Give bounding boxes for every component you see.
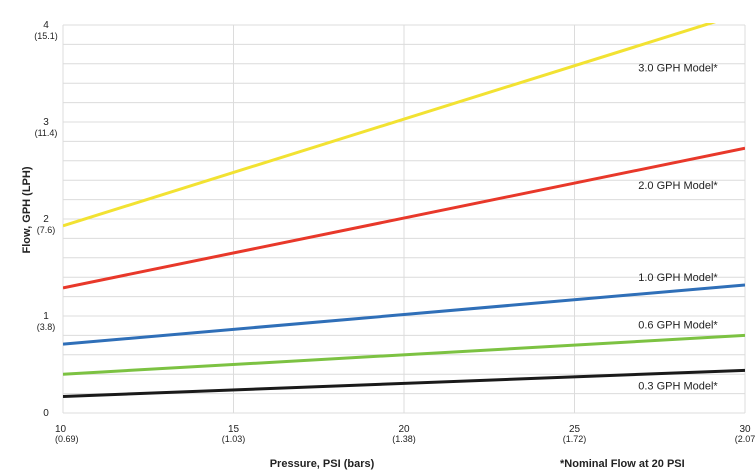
x-tick-sublabel: (1.72): [563, 434, 587, 444]
footnote: *Nominal Flow at 20 PSI: [560, 458, 685, 470]
y-axis: 0 1(3.8) 2(7.6) 3(11.4) 4(15.1): [34, 20, 58, 419]
x-tick-label: 10: [55, 424, 67, 435]
y-tick-label: 4: [43, 20, 49, 31]
series-labels: 3.0 GPH Model* 2.0 GPH Model* 1.0 GPH Mode…: [638, 63, 718, 393]
y-tick-label: 3: [43, 117, 49, 128]
series-line: [63, 23, 717, 228]
y-axis-title: Flow, GPH (LPH): [21, 166, 33, 253]
y-tick-label: 2: [43, 214, 49, 225]
x-tick-label: 20: [398, 424, 410, 435]
series-line: [63, 283, 745, 346]
series-label: 3.0 GPH Model*: [638, 63, 718, 75]
x-tick-label: 25: [569, 424, 581, 435]
grid-lines: [62, 24, 746, 414]
y-tick-label: 1: [43, 311, 49, 322]
y-tick-sublabel: (11.4): [35, 128, 58, 138]
x-axis-title: Pressure, PSI (bars): [270, 458, 375, 470]
x-tick-label: 15: [228, 424, 240, 435]
series-label: 0.6 GPH Model*: [638, 320, 718, 332]
x-tick-sublabel: (0.69): [55, 434, 79, 444]
x-axis: 10(0.69) 15(1.03) 20(1.38) 25(1.72) 30(2.07: [55, 424, 755, 444]
x-tick-sublabel: (1.38): [392, 434, 416, 444]
series-label: 0.3 GPH Model*: [638, 381, 718, 393]
series-line: [63, 146, 745, 290]
series-lines: [63, 23, 745, 399]
y-tick-sublabel: (15.1): [34, 31, 58, 41]
y-tick-label: 0: [43, 408, 49, 419]
series-line: [63, 333, 745, 376]
y-tick-sublabel: (3.8): [37, 322, 56, 332]
series-label: 1.0 GPH Model*: [638, 272, 718, 284]
y-tick-sublabel: (7.6): [37, 225, 56, 235]
x-tick-sublabel: (1.03): [222, 434, 246, 444]
series-line: [63, 368, 745, 399]
x-tick-label: 30: [739, 424, 751, 435]
series-label: 2.0 GPH Model*: [638, 180, 718, 192]
x-tick-sublabel: (2.07: [735, 434, 755, 444]
